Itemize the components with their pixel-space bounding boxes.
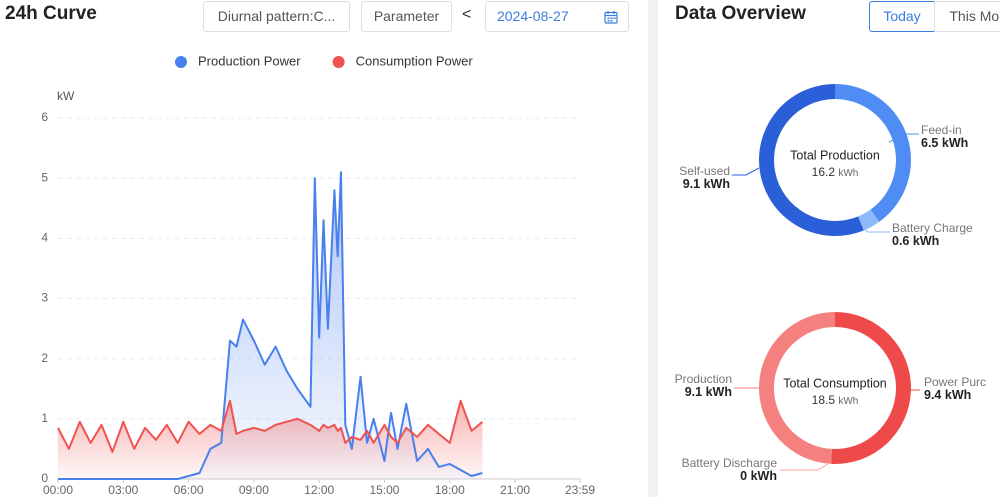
segment-value: 9.1 kWh [685, 385, 732, 399]
series-area [58, 172, 483, 479]
donut-segment[interactable] [759, 84, 864, 236]
calendar-icon [604, 11, 618, 24]
segment-value-number: 9.1 [685, 385, 702, 399]
donut-total-number: 18.5 [812, 393, 836, 407]
y-tick-label: 1 [41, 411, 48, 425]
series-line [57, 399, 484, 453]
segment-value: 0 kWh [740, 469, 777, 483]
segment-value-unit: kWh [704, 177, 730, 191]
x-tick-label: 23:59 [565, 483, 595, 497]
donut-total-number: 16.2 [812, 165, 836, 179]
y-axis-label: kW [57, 89, 75, 103]
segment-value: 6.5 kWh [921, 136, 968, 150]
legend-label: Consumption Power [356, 53, 474, 68]
segment-name: Power Purc [924, 375, 986, 389]
segment-value-number: 9.1 [683, 177, 700, 191]
period-tabs: Today This Month [869, 1, 1000, 32]
donut-segment[interactable] [831, 312, 911, 465]
segment-value: 0.6 kWh [892, 234, 939, 248]
legend-label: Production Power [198, 53, 301, 68]
legend-item[interactable]: Consumption Power [332, 53, 474, 68]
x-tick-label: 06:00 [174, 483, 204, 497]
x-tick-label: 15:00 [369, 483, 399, 497]
segment-value-unit: kWh [945, 388, 971, 402]
curve-title: 24h Curve [5, 3, 97, 24]
leader-line [780, 463, 829, 471]
donut-total-unit: kWh [838, 168, 858, 179]
series-area [58, 400, 483, 479]
pattern-select[interactable]: Diurnal pattern:C... [203, 1, 350, 32]
x-tick-label: 12:00 [304, 483, 334, 497]
y-tick-label: 4 [41, 231, 48, 245]
segment-value-unit: kWh [751, 469, 777, 483]
segment-name: Production [675, 372, 732, 386]
donut-total: 18.5 kWh [812, 393, 859, 407]
x-tick-label: 21:00 [500, 483, 530, 497]
segment-value-number: 0.6 [892, 234, 909, 248]
donut-total: 16.2 kWh [812, 165, 859, 179]
donut-center-label: Total Consumption [783, 376, 887, 390]
overview-title: Data Overview [675, 3, 806, 24]
parameter-button[interactable]: Parameter [361, 1, 452, 32]
leader-line [888, 133, 919, 143]
y-tick-label: 0 [41, 471, 48, 485]
segment-name: Feed-in [921, 123, 962, 137]
x-tick-label: 09:00 [239, 483, 269, 497]
y-tick-label: 3 [41, 291, 48, 305]
leader-line [732, 167, 760, 176]
prev-date-button[interactable]: < [462, 6, 472, 23]
donut-center-label: Total Production [790, 148, 880, 162]
donut-segment[interactable] [758, 312, 835, 464]
legend-marker [332, 56, 345, 68]
date-picker[interactable]: 2024-08-27 [485, 1, 629, 32]
segment-value-unit: kWh [913, 234, 939, 248]
segment-value-number: 0 [740, 469, 747, 483]
legend-marker [175, 56, 187, 68]
panel-divider [648, 0, 658, 497]
y-tick-label: 2 [41, 351, 48, 365]
segment-value-number: 6.5 [921, 136, 938, 150]
segment-value-number: 9.4 [924, 388, 941, 402]
segment-value: 9.4 kWh [924, 388, 971, 402]
donut-total-unit: kWh [838, 396, 858, 407]
y-tick-label: 6 [41, 110, 48, 124]
segment-name: Self-used [679, 164, 730, 178]
segment-name: Battery Discharge [682, 456, 778, 470]
donut-segment[interactable] [858, 209, 880, 231]
donut-segment[interactable] [835, 84, 911, 222]
tab-today[interactable]: Today [869, 1, 935, 32]
x-tick-label: 03:00 [108, 483, 138, 497]
date-text: 2024-08-27 [497, 8, 569, 24]
segment-value: 9.1 kWh [683, 177, 730, 191]
curve-chart: kW 0 1 2 3 4 5 6 00:00 03:00 06:00 09:00 12:00 15:00 1… [41, 53, 595, 497]
segment-name: Battery Charge [892, 221, 973, 235]
tab-this-month[interactable]: This Month [934, 1, 1000, 32]
x-tick-label: 18:00 [435, 483, 465, 497]
legend-item[interactable]: Production Power [175, 53, 301, 68]
segment-value-unit: kWh [942, 136, 968, 150]
segment-value-unit: kWh [706, 385, 732, 399]
x-tick-label: 00:00 [43, 483, 73, 497]
y-tick-label: 5 [41, 170, 48, 184]
